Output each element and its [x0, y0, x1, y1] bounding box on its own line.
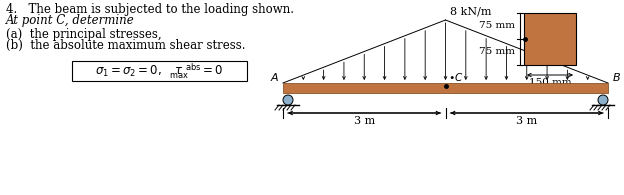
- Text: 75 mm: 75 mm: [479, 21, 515, 30]
- Text: $A$: $A$: [270, 71, 279, 83]
- Text: 75 mm: 75 mm: [479, 48, 515, 57]
- Circle shape: [598, 95, 608, 105]
- Text: (a)  the principal stresses,: (a) the principal stresses,: [6, 28, 162, 41]
- Text: $\sigma_1 = \sigma_2 = 0, \quad \tau_{\!\!\!\!\!\!\!\!\!\max}^{\ \mathrm{abs}} =: $\sigma_1 = \sigma_2 = 0, \quad \tau_{\!…: [95, 61, 223, 81]
- Circle shape: [283, 95, 293, 105]
- Text: $\bullet C$: $\bullet C$: [447, 71, 463, 83]
- Text: $B$: $B$: [612, 71, 621, 83]
- Bar: [524, 13, 576, 65]
- Text: (b)  the absolute maximum shear stress.: (b) the absolute maximum shear stress.: [6, 39, 245, 52]
- Text: At point C, determine: At point C, determine: [6, 14, 135, 27]
- Text: $C$: $C$: [529, 33, 540, 45]
- Text: 3 m: 3 m: [354, 116, 375, 126]
- FancyBboxPatch shape: [72, 61, 247, 81]
- Text: 3 m: 3 m: [516, 116, 537, 126]
- Text: 150 mm: 150 mm: [529, 78, 572, 87]
- Text: 4.   The beam is subjected to the loading shown.: 4. The beam is subjected to the loading …: [6, 3, 294, 16]
- Bar: [283, 83, 608, 93]
- Text: 8 kN/m: 8 kN/m: [450, 7, 491, 17]
